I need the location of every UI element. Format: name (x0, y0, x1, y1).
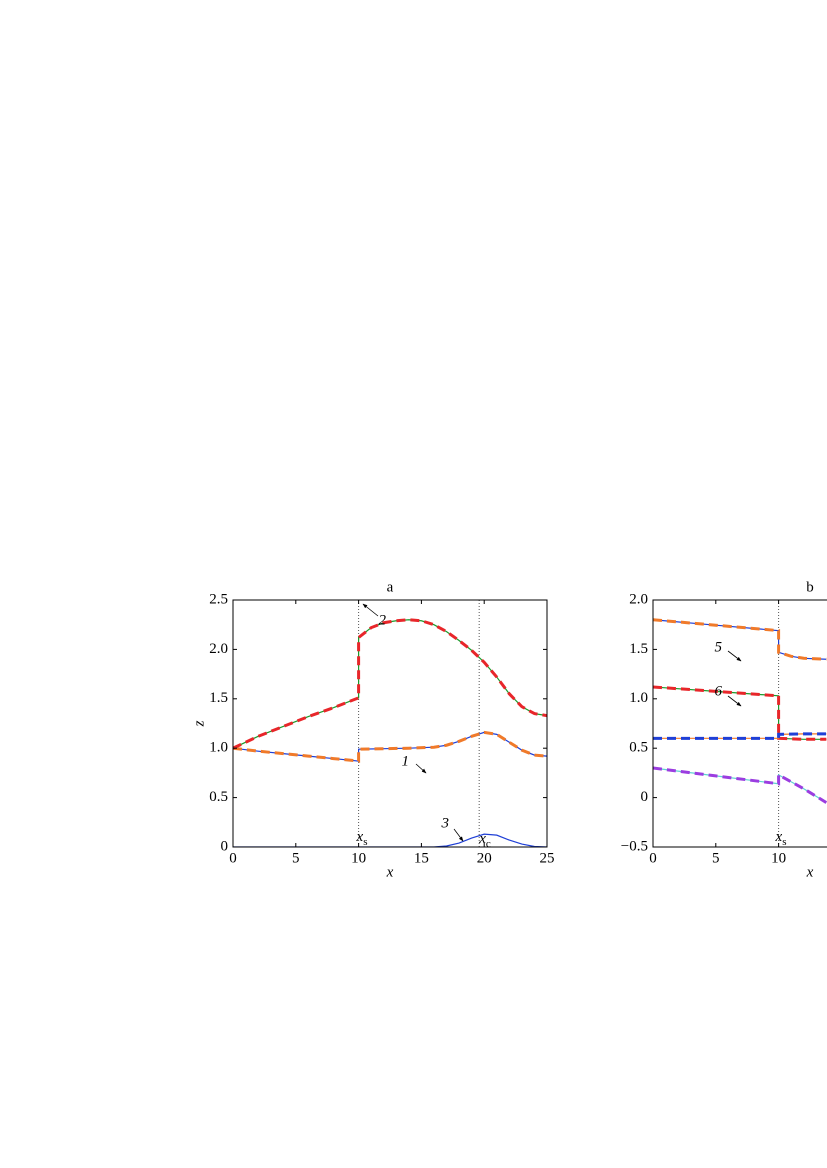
series-line (233, 833, 547, 847)
series-dash (233, 730, 547, 763)
marker-subscript: s (782, 836, 786, 848)
marker-symbol: x (478, 831, 486, 847)
x-tick-label: 5 (712, 850, 720, 866)
x-tick-label: 25 (540, 850, 555, 866)
marker-subscript: c (486, 838, 491, 850)
marker-label: xc (478, 831, 491, 849)
curve-label: 2 (379, 612, 387, 628)
curve-label: 5 (715, 639, 723, 655)
curve-label: 6 (715, 683, 723, 699)
y-tick-label: 1.5 (629, 641, 648, 657)
chart-title: a (387, 579, 394, 595)
y-tick-label: 1.5 (209, 690, 228, 706)
y-tick-label: −0.5 (621, 838, 648, 854)
x-tick-label: 10 (351, 850, 366, 866)
marker-label: xs (775, 829, 787, 847)
y-tick-label: 2.0 (629, 591, 648, 607)
x-tick-label: 10 (771, 850, 786, 866)
series-line (653, 619, 827, 660)
curve-label: 1 (402, 753, 410, 769)
curve-arrow (453, 828, 464, 842)
marker-label: xs (356, 829, 368, 847)
series-dash (653, 685, 827, 741)
y-tick-label: 1.0 (209, 740, 228, 756)
curve-arrow (415, 763, 427, 774)
curve-arrow (362, 603, 379, 617)
x-axis-label: x (386, 864, 394, 880)
curve-label: 3 (441, 815, 450, 831)
series-dash (653, 618, 827, 661)
marker-symbol: x (356, 829, 364, 845)
y-tick-label: 0 (641, 789, 649, 805)
curve-arrow (727, 695, 742, 707)
curve-arrow (727, 650, 742, 662)
y-tick-label: 2.0 (209, 641, 228, 657)
series-dash (653, 766, 827, 804)
series-dash (233, 618, 547, 750)
y-axis-label: z (191, 720, 207, 727)
x-tick-label: 0 (229, 850, 237, 866)
marker-symbol: x (775, 829, 783, 845)
y-tick-label: 2.5 (209, 591, 228, 607)
series-line (653, 686, 827, 740)
y-tick-label: 1.0 (629, 690, 648, 706)
y-tick-label: 0 (221, 838, 229, 854)
series-dash (653, 732, 827, 740)
chart-title: b (806, 579, 814, 595)
x-tick-label: 20 (477, 850, 492, 866)
marker-subscript: s (363, 836, 367, 848)
x-tick-label: 5 (292, 850, 300, 866)
x-tick-label: 0 (649, 850, 657, 866)
plot-frame (232, 599, 548, 848)
y-tick-label: 0.5 (629, 740, 648, 756)
x-axis-label: x (806, 864, 814, 880)
x-tick-label: 15 (414, 850, 429, 866)
plot-frame (652, 599, 827, 848)
y-tick-label: 0.5 (209, 789, 228, 805)
